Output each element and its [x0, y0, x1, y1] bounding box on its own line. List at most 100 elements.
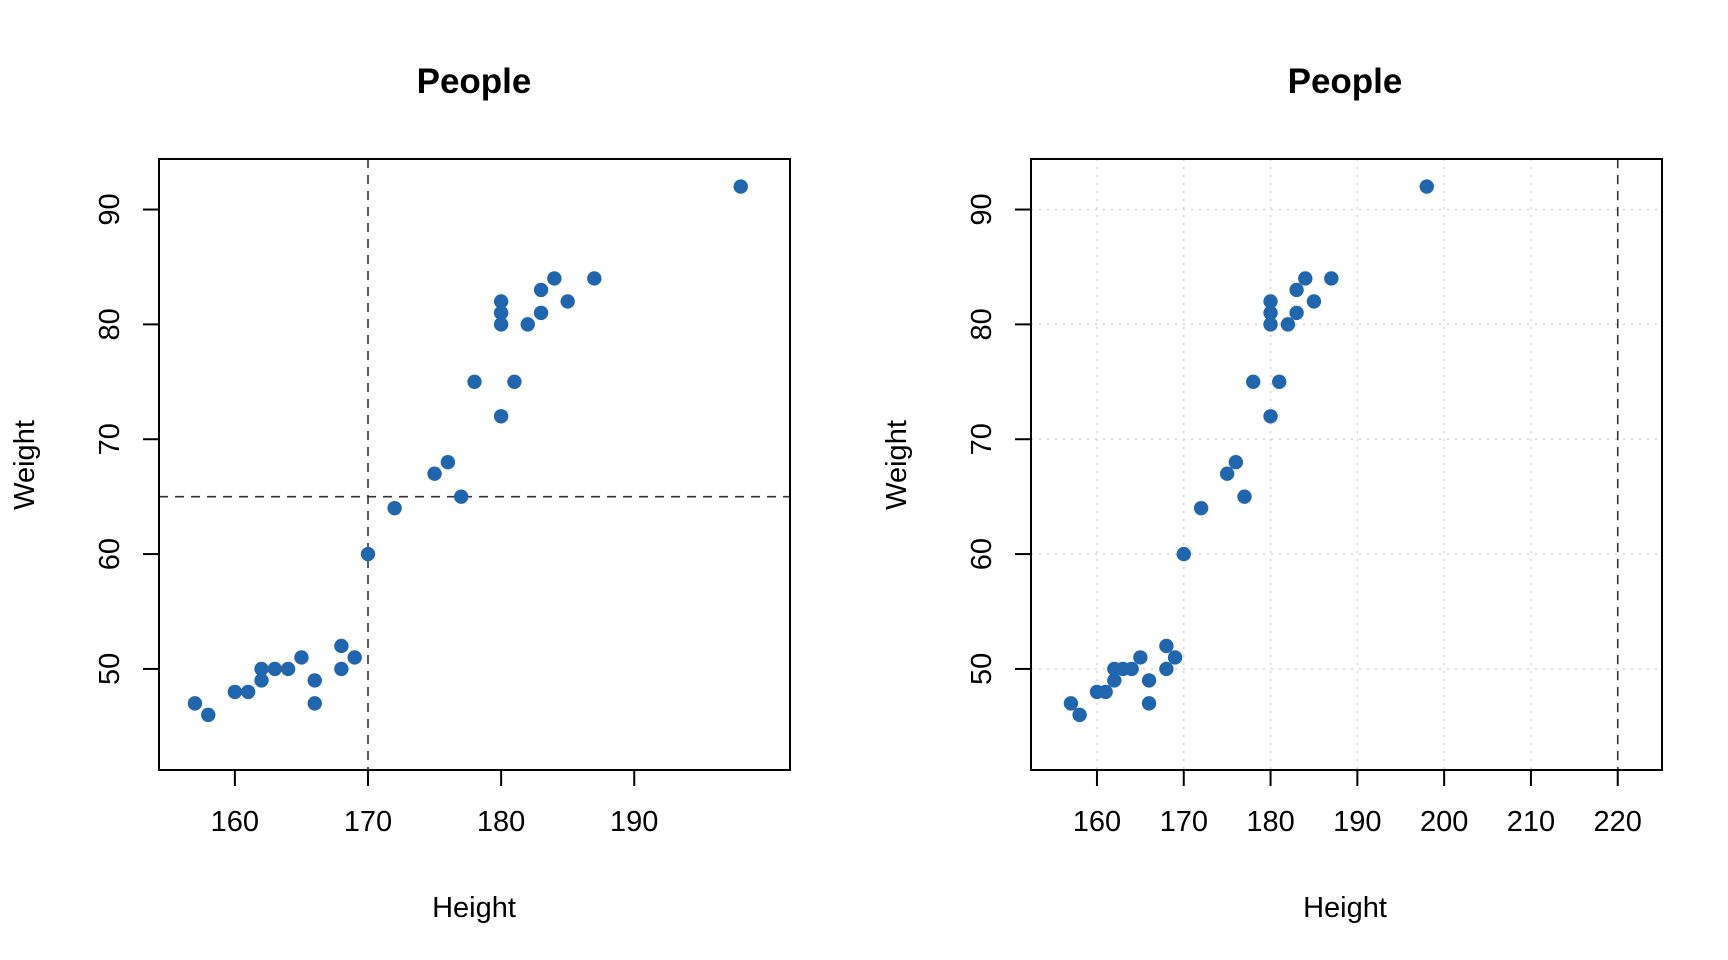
- left-y-tick-label: 60: [94, 538, 126, 570]
- left-data-point: [334, 638, 349, 654]
- right-x-tick-label: 210: [1507, 806, 1555, 838]
- right-data-point: [1272, 374, 1287, 390]
- right-x-tick-label: 160: [1073, 806, 1121, 838]
- right-data-point: [1063, 696, 1079, 711]
- right-data-point: [1289, 282, 1304, 298]
- right-data-point: [1193, 500, 1209, 516]
- right-y-tick-label: 90: [966, 193, 998, 225]
- left-data-point: [307, 673, 322, 688]
- left-data-point: [187, 696, 203, 711]
- right-data-point: [1159, 661, 1174, 677]
- left-plot-frame: [158, 158, 791, 771]
- left-data-point: [347, 650, 362, 665]
- left-data-point: [280, 661, 296, 677]
- right-data-point: [1141, 696, 1157, 711]
- right-y-tick-label: 50: [966, 653, 998, 685]
- right-data-point: [1124, 661, 1139, 677]
- right-data-point: [1107, 673, 1122, 688]
- right-data-point: [1419, 179, 1434, 194]
- left-data-point: [493, 409, 509, 424]
- left-data-point: [240, 684, 256, 700]
- right-data-point: [1306, 294, 1322, 309]
- left-data-point: [440, 455, 456, 470]
- right-x-axis-label: Height: [1303, 892, 1387, 924]
- right-data-point: [1280, 317, 1296, 332]
- right-y-tick-label: 70: [966, 423, 998, 455]
- left-data-point: [307, 696, 322, 711]
- right-x-tick-label: 200: [1420, 806, 1468, 838]
- right-x-tick-label: 170: [1160, 806, 1208, 838]
- left-data-point: [733, 179, 748, 194]
- right-data-point: [1289, 305, 1304, 321]
- left-data-point: [467, 374, 482, 390]
- right-y-axis: 50 60 70 80 90: [966, 193, 1031, 685]
- right-y-axis-label: Weight: [881, 420, 913, 510]
- right-data-point: [1263, 294, 1278, 309]
- left-chart-title: People: [417, 62, 532, 101]
- left-data-point: [254, 661, 269, 677]
- left-data-point: [453, 489, 469, 504]
- left-data-point: [360, 546, 376, 562]
- left-x-tick-label: 160: [211, 806, 259, 838]
- left-data-point: [294, 650, 309, 665]
- left-x-tick-label: 170: [344, 806, 392, 838]
- left-data-point: [547, 271, 562, 286]
- left-data-point: [427, 466, 442, 481]
- right-data-point: [1245, 374, 1261, 390]
- right-data-point: [1263, 317, 1278, 332]
- right-panel: People Height Weight 160 170 180 190 200 210 2…: [881, 62, 1663, 924]
- left-y-tick-label: 50: [94, 653, 126, 685]
- right-data-point: [1298, 271, 1313, 286]
- right-plot-frame: [1030, 158, 1663, 771]
- right-data-point: [1228, 455, 1244, 470]
- left-y-tick-label: 80: [94, 308, 126, 340]
- left-x-tick-label: 190: [610, 806, 658, 838]
- left-data-point: [493, 294, 509, 309]
- left-data-point: [227, 684, 243, 700]
- left-y-axis: 50 60 70 80 90: [94, 193, 159, 685]
- right-data-point: [1141, 673, 1157, 688]
- right-data-point: [1237, 489, 1252, 504]
- left-data-point: [334, 661, 349, 677]
- right-data-point: [1159, 638, 1174, 654]
- left-data-point: [201, 707, 216, 723]
- left-x-axis: 160 170 180 190: [211, 770, 658, 838]
- left-x-axis-label: Height: [432, 892, 516, 924]
- right-x-axis: 160 170 180 190 200 210 220: [1073, 770, 1642, 838]
- right-data-point: [1072, 707, 1087, 723]
- left-data-point: [533, 305, 549, 321]
- left-data-point: [387, 500, 402, 516]
- right-data-point: [1219, 466, 1235, 481]
- right-x-tick-label: 190: [1333, 806, 1381, 838]
- left-data-point: [267, 661, 283, 677]
- left-y-tick-label: 70: [94, 423, 126, 455]
- right-data-point: [1263, 409, 1278, 424]
- left-data-point: [507, 374, 522, 390]
- left-data-point: [493, 305, 509, 321]
- right-data-point: [1263, 305, 1278, 321]
- left-data-point: [587, 271, 602, 286]
- right-data-points: [1063, 179, 1434, 723]
- left-x-tick-label: 180: [477, 806, 525, 838]
- left-data-point: [533, 282, 549, 298]
- right-y-tick-label: 60: [966, 538, 998, 570]
- right-x-tick-label: 180: [1246, 806, 1294, 838]
- left-data-points: [187, 179, 748, 723]
- left-panel: People Height Weight 160 170 180 190 50 60 70 8…: [9, 62, 791, 924]
- right-data-point: [1167, 650, 1183, 665]
- right-y-tick-label: 80: [966, 308, 998, 340]
- left-y-axis-label: Weight: [9, 420, 41, 510]
- left-data-point: [493, 317, 509, 332]
- left-data-point: [520, 317, 535, 332]
- right-data-point: [1324, 271, 1339, 286]
- right-chart-title: People: [1288, 62, 1403, 101]
- right-data-point: [1133, 650, 1148, 665]
- right-data-point: [1098, 684, 1113, 700]
- left-data-point: [254, 673, 269, 688]
- right-x-tick-label: 220: [1594, 806, 1642, 838]
- left-data-point: [560, 294, 575, 309]
- right-data-point: [1176, 546, 1191, 562]
- left-y-tick-label: 90: [94, 193, 126, 225]
